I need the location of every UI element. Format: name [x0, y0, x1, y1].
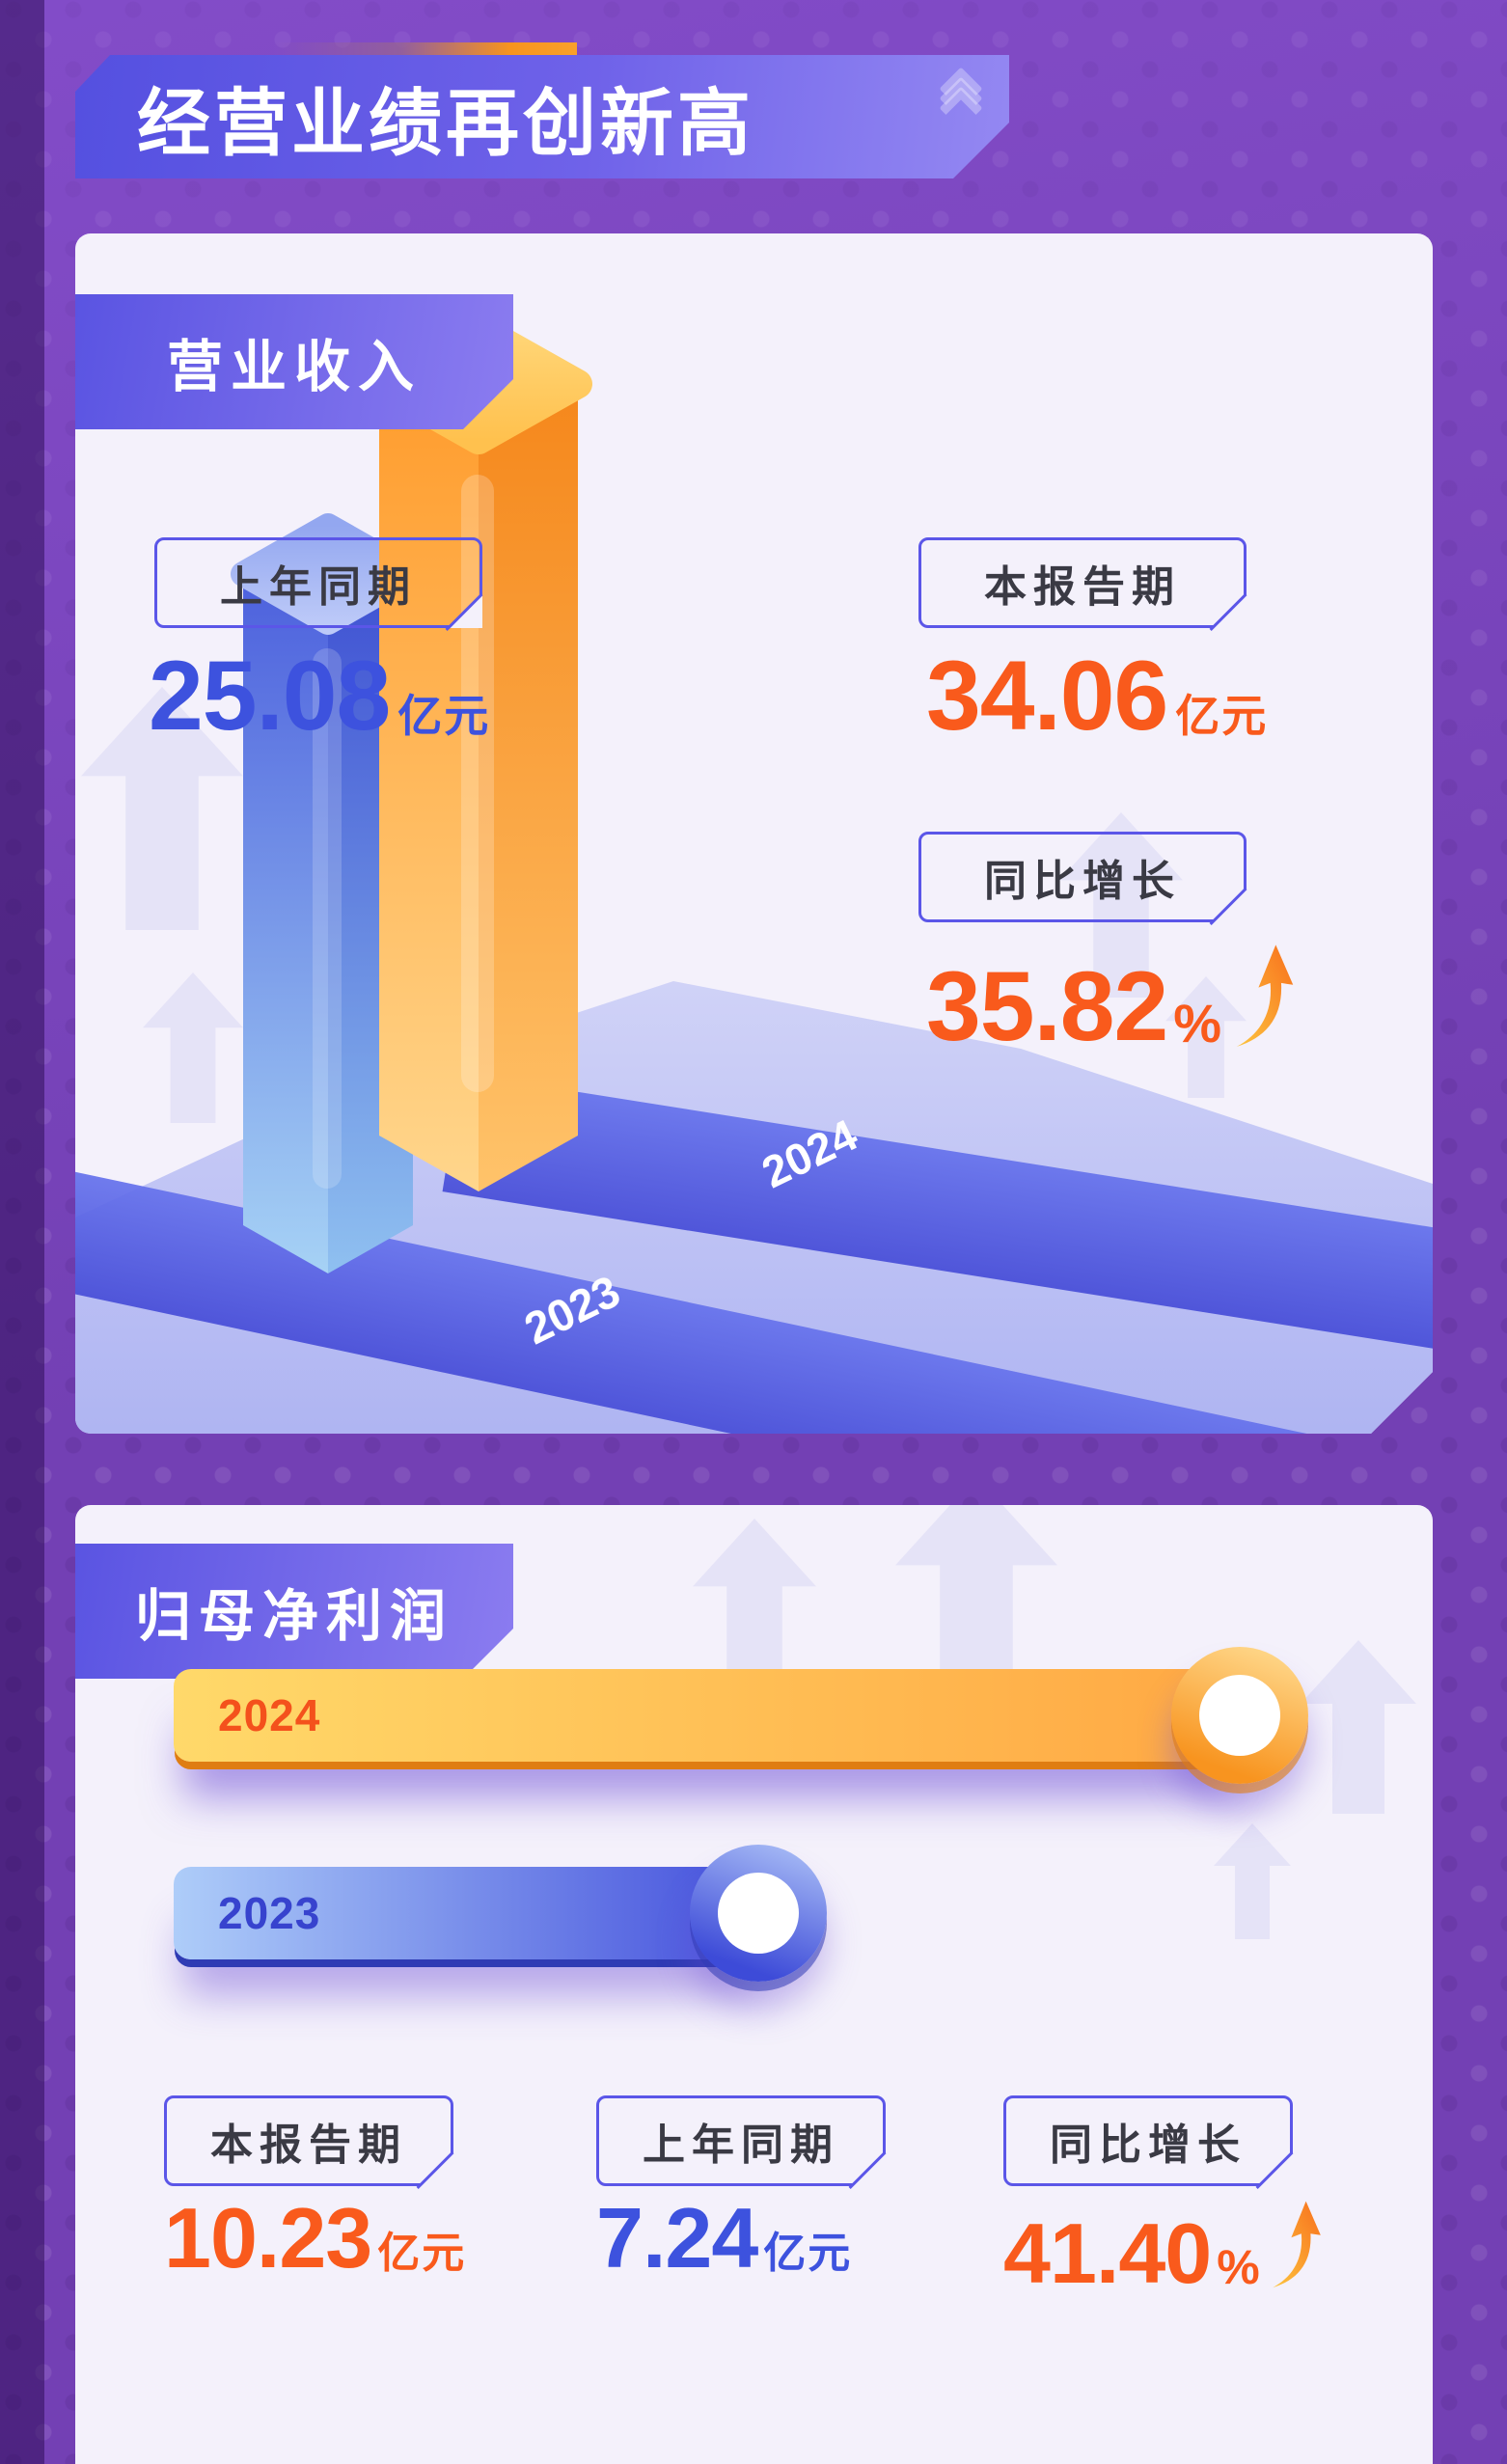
revenue-prev-value: 25.08 亿元: [149, 646, 490, 745]
revenue-prev-unit: 亿元: [397, 691, 491, 741]
revenue-current-unit: 亿元: [1175, 691, 1269, 741]
floor-strip-2023: [75, 1169, 1433, 1434]
profit-growth-number: 41.40: [1003, 2205, 1212, 2301]
profit-prev-period-label: 上年同期: [643, 2122, 839, 2169]
chevron-up-icons: [939, 67, 983, 130]
profit-bar-2023-label: 2023: [218, 1888, 321, 1938]
profit-growth-box: 同比增长: [1003, 2095, 1293, 2186]
revenue-current-period-label: 本报告期: [984, 563, 1181, 611]
growth-arrow-icon: [1233, 940, 1297, 1055]
profit-bar-2024-label: 2024: [218, 1690, 321, 1740]
section-badge-label: 营业收入: [166, 336, 422, 398]
left-edge-strip: [0, 0, 44, 2464]
revenue-current-value: 34.06 亿元: [926, 646, 1268, 745]
section-badge-profit: 归母净利润: [75, 1544, 513, 1679]
profit-current-unit: 亿元: [377, 2230, 467, 2277]
revenue-growth-unit: %: [1173, 993, 1222, 1054]
revenue-growth-number: 35.82: [926, 951, 1168, 1061]
bar-3d-2024: [379, 328, 578, 1191]
revenue-prev-period-label: 上年同期: [220, 563, 417, 611]
revenue-card: 2023 2024 营业收入 上年同期 25.08 亿元 本报告期 34.06 …: [75, 233, 1433, 1434]
revenue-3d-chart: 2023 2024: [75, 233, 1433, 1434]
profit-bar-2023: 2023: [174, 1845, 827, 1982]
profit-growth-label: 同比增长: [1050, 2122, 1247, 2169]
profit-current-number: 10.23: [164, 2190, 372, 2286]
revenue-current-number: 34.06: [926, 641, 1168, 751]
floor-strip-2024: [443, 1074, 1433, 1364]
profit-growth-value: 41.40 %: [1003, 2196, 1324, 2296]
profit-growth-unit: %: [1217, 2240, 1260, 2294]
profit-prev-number: 7.24: [596, 2190, 758, 2286]
profit-bar-2024: 2024: [174, 1647, 1308, 1784]
revenue-prev-period-box: 上年同期: [154, 537, 482, 628]
profit-bar-2024-knob: [1171, 1647, 1308, 1784]
profit-prev-period-box: 上年同期: [596, 2095, 886, 2186]
profit-current-value: 10.23 亿元: [164, 2196, 466, 2281]
revenue-growth-box: 同比增长: [918, 832, 1247, 922]
profit-prev-unit: 亿元: [763, 2230, 853, 2277]
section-badge-revenue: 营业收入: [75, 294, 513, 429]
section-badge-label: 归母净利润: [134, 1585, 453, 1648]
revenue-prev-number: 25.08: [149, 641, 391, 751]
header-banner: 经营业绩再创新高: [75, 55, 1009, 178]
revenue-growth-label: 同比增长: [984, 858, 1181, 905]
profit-current-period-label: 本报告期: [210, 2122, 407, 2169]
profit-card: 归母净利润 2024 2023 本报告期 10.23 亿元 上年同期 7.24 …: [75, 1505, 1433, 2464]
profit-current-period-box: 本报告期: [164, 2095, 453, 2186]
revenue-growth-value: 35.82 %: [926, 940, 1297, 1055]
profit-bar-2023-knob: [690, 1845, 827, 1982]
page-title: 经营业绩再创新高: [137, 83, 754, 165]
header-accent-line: [274, 42, 577, 55]
profit-prev-value: 7.24 亿元: [596, 2196, 852, 2281]
growth-arrow-icon: [1272, 2201, 1321, 2288]
revenue-current-period-box: 本报告期: [918, 537, 1247, 628]
